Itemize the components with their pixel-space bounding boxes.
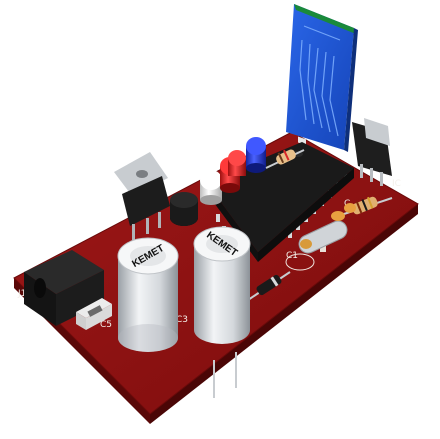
resistor-2	[337, 196, 393, 217]
voltage-regulator-left	[114, 152, 170, 240]
ceramic-capacitors	[300, 203, 356, 249]
dc-power-jack	[24, 250, 104, 326]
label-ic: IC	[392, 179, 401, 189]
label-c5: C5	[100, 320, 112, 330]
resistor-r1	[265, 149, 305, 169]
voltage-regulator-right	[352, 118, 392, 186]
transistor	[170, 192, 198, 226]
label-j1: J1	[17, 289, 26, 299]
electrolytic-capacitor-right: KEMET	[193, 226, 251, 344]
electrolytic-capacitor-left: KEMET	[117, 237, 179, 352]
led-red-2	[228, 150, 246, 176]
led-white	[200, 170, 222, 205]
led-blue	[246, 137, 266, 173]
label-c3: C3	[176, 315, 188, 325]
diode	[247, 271, 291, 301]
connector-c5	[76, 298, 112, 330]
through-hole-leads	[213, 352, 237, 398]
bluetooth-module	[286, 4, 358, 152]
label-c1: C1	[286, 251, 298, 261]
